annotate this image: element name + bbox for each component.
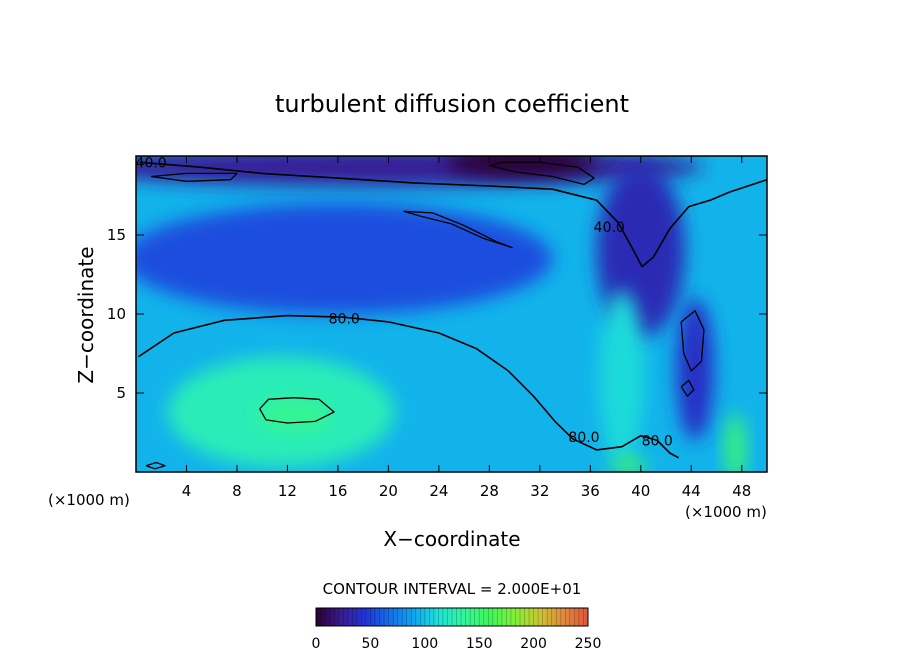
field-far-right-max xyxy=(725,413,746,472)
plot-area: 40.0 40.0 80.0 80.0 80.0 xyxy=(135,155,768,473)
x-axis-label: X−coordinate xyxy=(383,527,520,551)
x-tick-label: 32 xyxy=(530,482,549,500)
contour-lines xyxy=(138,161,767,470)
colorbar-tick-label: 0 xyxy=(312,636,321,652)
contour-line xyxy=(138,314,680,459)
x-tick-label: 36 xyxy=(581,482,600,500)
contour-line xyxy=(259,397,335,424)
y-tick-label: 15 xyxy=(107,226,126,244)
contour-labels: 40.0 40.0 80.0 80.0 80.0 xyxy=(136,155,673,449)
colorbar-tick-label: 150 xyxy=(466,636,493,652)
contour-line xyxy=(145,461,166,470)
colorbar-frame xyxy=(315,607,589,627)
x-axis-ticks: 4 8 12 16 20 24 28 32 36 40 44 48 xyxy=(182,156,751,500)
field-lower-left-core xyxy=(255,399,332,431)
contour-label: 80.0 xyxy=(642,433,673,449)
contour-label: 80.0 xyxy=(568,430,599,446)
field-top-right-min xyxy=(445,156,597,177)
x-tick-label: 44 xyxy=(682,482,701,500)
colorbar-tick-label: 50 xyxy=(361,636,379,652)
x-tick-label: 28 xyxy=(480,482,499,500)
contour-line xyxy=(403,210,513,249)
contour-interval-text: CONTOUR INTERVAL = 2.000E+01 xyxy=(323,580,582,598)
colorbar-tick-label: 250 xyxy=(575,636,602,652)
field-upper-low-zone xyxy=(136,203,553,314)
x-unit-right: (×1000 m) xyxy=(685,503,767,521)
contour-label: 80.0 xyxy=(329,312,360,328)
contour-line xyxy=(489,161,595,186)
colorbar-ticks: 0 50 100 150 200 250 xyxy=(312,636,602,652)
y-tick-label: 10 xyxy=(107,305,126,323)
chart-title: turbulent diffusion coefficient xyxy=(275,90,629,118)
x-tick-label: 16 xyxy=(328,482,347,500)
colorbar-tick-label: 200 xyxy=(520,636,547,652)
contour-label: 40.0 xyxy=(594,220,625,236)
y-axis-ticks: 5 10 15 xyxy=(107,226,767,402)
contour-line xyxy=(680,379,695,397)
y-axis-label: Z−coordinate xyxy=(74,246,98,383)
x-tick-label: 48 xyxy=(732,482,751,500)
contour-line xyxy=(680,310,705,372)
contour-line xyxy=(151,172,238,182)
field-right-channel-high xyxy=(599,290,645,465)
y-tick-label: 5 xyxy=(116,384,126,402)
field-bottom-right-max xyxy=(609,457,648,472)
x-tick-label: 8 xyxy=(232,482,242,500)
x-unit-left: (×1000 m) xyxy=(48,491,130,509)
colorbar-tick-label: 100 xyxy=(411,636,438,652)
heatmap-fields xyxy=(136,156,746,472)
x-tick-label: 20 xyxy=(379,482,398,500)
field-top-band xyxy=(136,156,704,187)
x-tick-label: 24 xyxy=(429,482,448,500)
contour-label: 40.0 xyxy=(136,155,167,171)
colorbar-stripes xyxy=(320,608,584,626)
colorbar-fill xyxy=(316,608,588,626)
field-right-pocket-low xyxy=(676,298,714,441)
contour-line xyxy=(139,161,767,268)
x-tick-label: 4 xyxy=(182,482,192,500)
colorbar: 0 50 100 150 200 250 xyxy=(312,607,602,652)
x-tick-label: 40 xyxy=(631,482,650,500)
x-tick-label: 12 xyxy=(278,482,297,500)
